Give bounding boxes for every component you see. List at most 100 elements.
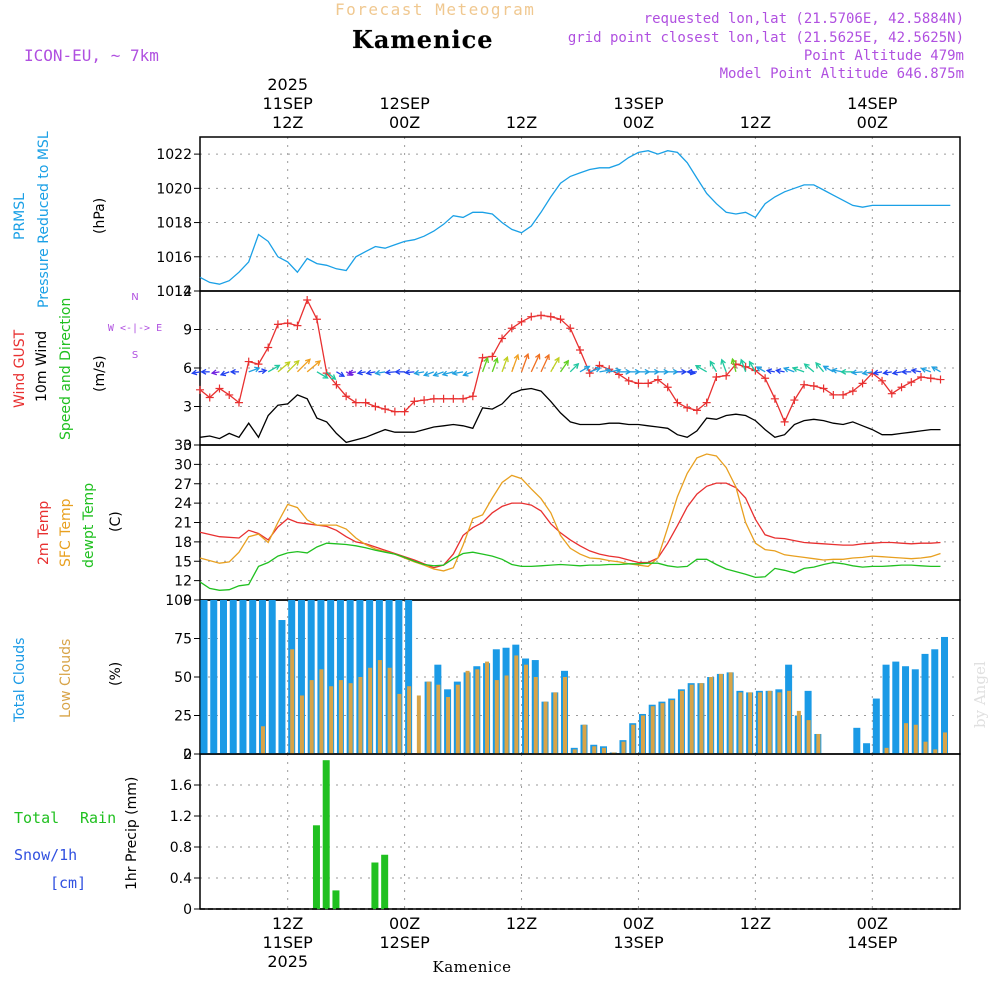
compass-s: S bbox=[132, 350, 138, 361]
low-cloud-bar bbox=[329, 686, 334, 754]
temp-labels: 2m Temp SFC Temp dewpt Temp (C) bbox=[36, 483, 124, 568]
y-tick-label: 1016 bbox=[156, 250, 192, 266]
low-cloud-bar bbox=[699, 683, 704, 754]
gust-marker bbox=[478, 353, 487, 362]
panels: 1014 1016 1018 1020 1022 0 3 6 9 12 9 12 15 18 21 24 27 3… bbox=[156, 136, 961, 918]
y-tick-label: 0 bbox=[183, 747, 192, 763]
gust-marker bbox=[663, 383, 672, 392]
gust-marker bbox=[780, 417, 789, 426]
wind-arrow-head bbox=[462, 371, 469, 377]
pressure-msl-label: Pressure Reduced to MSL bbox=[36, 131, 52, 308]
hpa-unit-label: (hPa) bbox=[92, 198, 108, 234]
bottom-time-label: 00Z bbox=[389, 914, 420, 933]
wind-arrow bbox=[405, 371, 415, 374]
gust-marker bbox=[342, 392, 351, 401]
gust-marker bbox=[420, 396, 429, 405]
wind-arrow-head bbox=[347, 369, 354, 376]
low-cloud-bar bbox=[348, 683, 353, 754]
wind-arrow-head bbox=[261, 368, 268, 375]
wind-arrow bbox=[481, 357, 489, 373]
wind-arrow bbox=[267, 364, 280, 373]
wind-arrow-head bbox=[200, 368, 207, 375]
low-cloud-bar bbox=[816, 733, 821, 754]
low-cloud-bar bbox=[426, 681, 431, 754]
total-cloud-bar bbox=[336, 600, 344, 754]
top-time-label: 00Z bbox=[389, 113, 420, 132]
gust-marker bbox=[215, 384, 224, 393]
low-cloud-bar bbox=[689, 684, 694, 754]
gust-marker bbox=[498, 334, 507, 343]
wind-arrow bbox=[931, 366, 941, 373]
gust-marker bbox=[926, 374, 935, 383]
gust-marker bbox=[936, 375, 945, 384]
wind-arrow bbox=[463, 371, 474, 376]
low-cloud-bar bbox=[787, 690, 792, 754]
gust-marker bbox=[878, 376, 887, 385]
gust-marker bbox=[907, 378, 916, 387]
wind-arrow-head bbox=[815, 361, 821, 368]
wind-arrow bbox=[306, 360, 321, 373]
wind-arrow bbox=[511, 354, 519, 373]
total-cloud-bar bbox=[902, 666, 910, 754]
wind-arrow bbox=[721, 359, 727, 373]
bottom-time-label: 00Z bbox=[623, 914, 654, 933]
top-time-label: 12Z bbox=[506, 113, 537, 132]
total-label: Total bbox=[14, 809, 59, 827]
total-cloud-bar bbox=[872, 698, 880, 754]
series-dewpt-temp bbox=[199, 542, 941, 591]
low-cloud-bar bbox=[436, 684, 441, 754]
wind-arrow bbox=[589, 367, 601, 373]
low-cloud-bar bbox=[757, 692, 762, 754]
wind-arrow bbox=[709, 361, 717, 373]
rain-bar bbox=[322, 760, 330, 909]
bottom-time-label: 12Z bbox=[506, 914, 537, 933]
wind-arrow bbox=[921, 367, 931, 373]
wind-arrow-head bbox=[694, 365, 702, 371]
total-cloud-bar bbox=[882, 664, 890, 754]
wind-arrow-head bbox=[554, 356, 560, 363]
low-cloud-bar bbox=[923, 741, 928, 754]
gust-marker bbox=[312, 315, 321, 324]
y-tick-label: 0 bbox=[183, 438, 192, 454]
total-cloud-bar bbox=[200, 600, 208, 754]
y-tick-label: 1018 bbox=[156, 216, 192, 232]
wind-arrow-head bbox=[831, 367, 838, 374]
y-tick-label: 1020 bbox=[156, 181, 192, 197]
gust-marker bbox=[585, 369, 594, 378]
wind-arrow-head bbox=[739, 358, 746, 365]
low-cloud-bar bbox=[670, 700, 675, 754]
y-tick-label: 9 bbox=[183, 593, 192, 609]
wind-arrow-head bbox=[748, 360, 755, 367]
wind-arrow-head bbox=[782, 366, 790, 373]
low-cloud-bar bbox=[621, 741, 626, 754]
panel-clouds: 0 25 50 75 100 bbox=[165, 593, 961, 763]
low-cloud-bar bbox=[338, 680, 343, 754]
gust-marker bbox=[741, 362, 750, 371]
gust-marker bbox=[614, 370, 623, 379]
total-cloud-bar bbox=[346, 600, 354, 754]
gust-marker bbox=[303, 295, 312, 304]
prmsl-label: PRMSL bbox=[12, 193, 28, 240]
wind-arrow bbox=[579, 365, 590, 373]
series-wind-gust bbox=[199, 298, 941, 424]
low-cloud-bar bbox=[485, 661, 490, 754]
wind-arrow bbox=[776, 369, 785, 373]
wind-arrow-head bbox=[229, 368, 236, 375]
wind-arrow-head bbox=[861, 369, 868, 376]
y-tick-label: 100 bbox=[165, 593, 192, 609]
wind-arrow bbox=[731, 358, 737, 373]
gust-marker bbox=[439, 394, 448, 403]
total-cloud-bar bbox=[853, 727, 861, 754]
bottom-time-label: 13SEP bbox=[613, 933, 664, 952]
y-tick-label: 1022 bbox=[156, 147, 192, 163]
panel-pressure: 1014 1016 1018 1020 1022 bbox=[156, 136, 961, 300]
low-cloud-bar bbox=[582, 724, 587, 754]
low-cloud-bar bbox=[904, 723, 909, 754]
bottom-time-label: 2025 bbox=[267, 952, 308, 971]
wind-arrow-head bbox=[330, 374, 337, 381]
wind-arrow-head bbox=[775, 368, 782, 375]
precip-unit-label: 1hr Precip (mm) bbox=[124, 777, 140, 890]
wind-arrow-head bbox=[523, 352, 530, 360]
low-cloud-bar bbox=[563, 677, 568, 754]
